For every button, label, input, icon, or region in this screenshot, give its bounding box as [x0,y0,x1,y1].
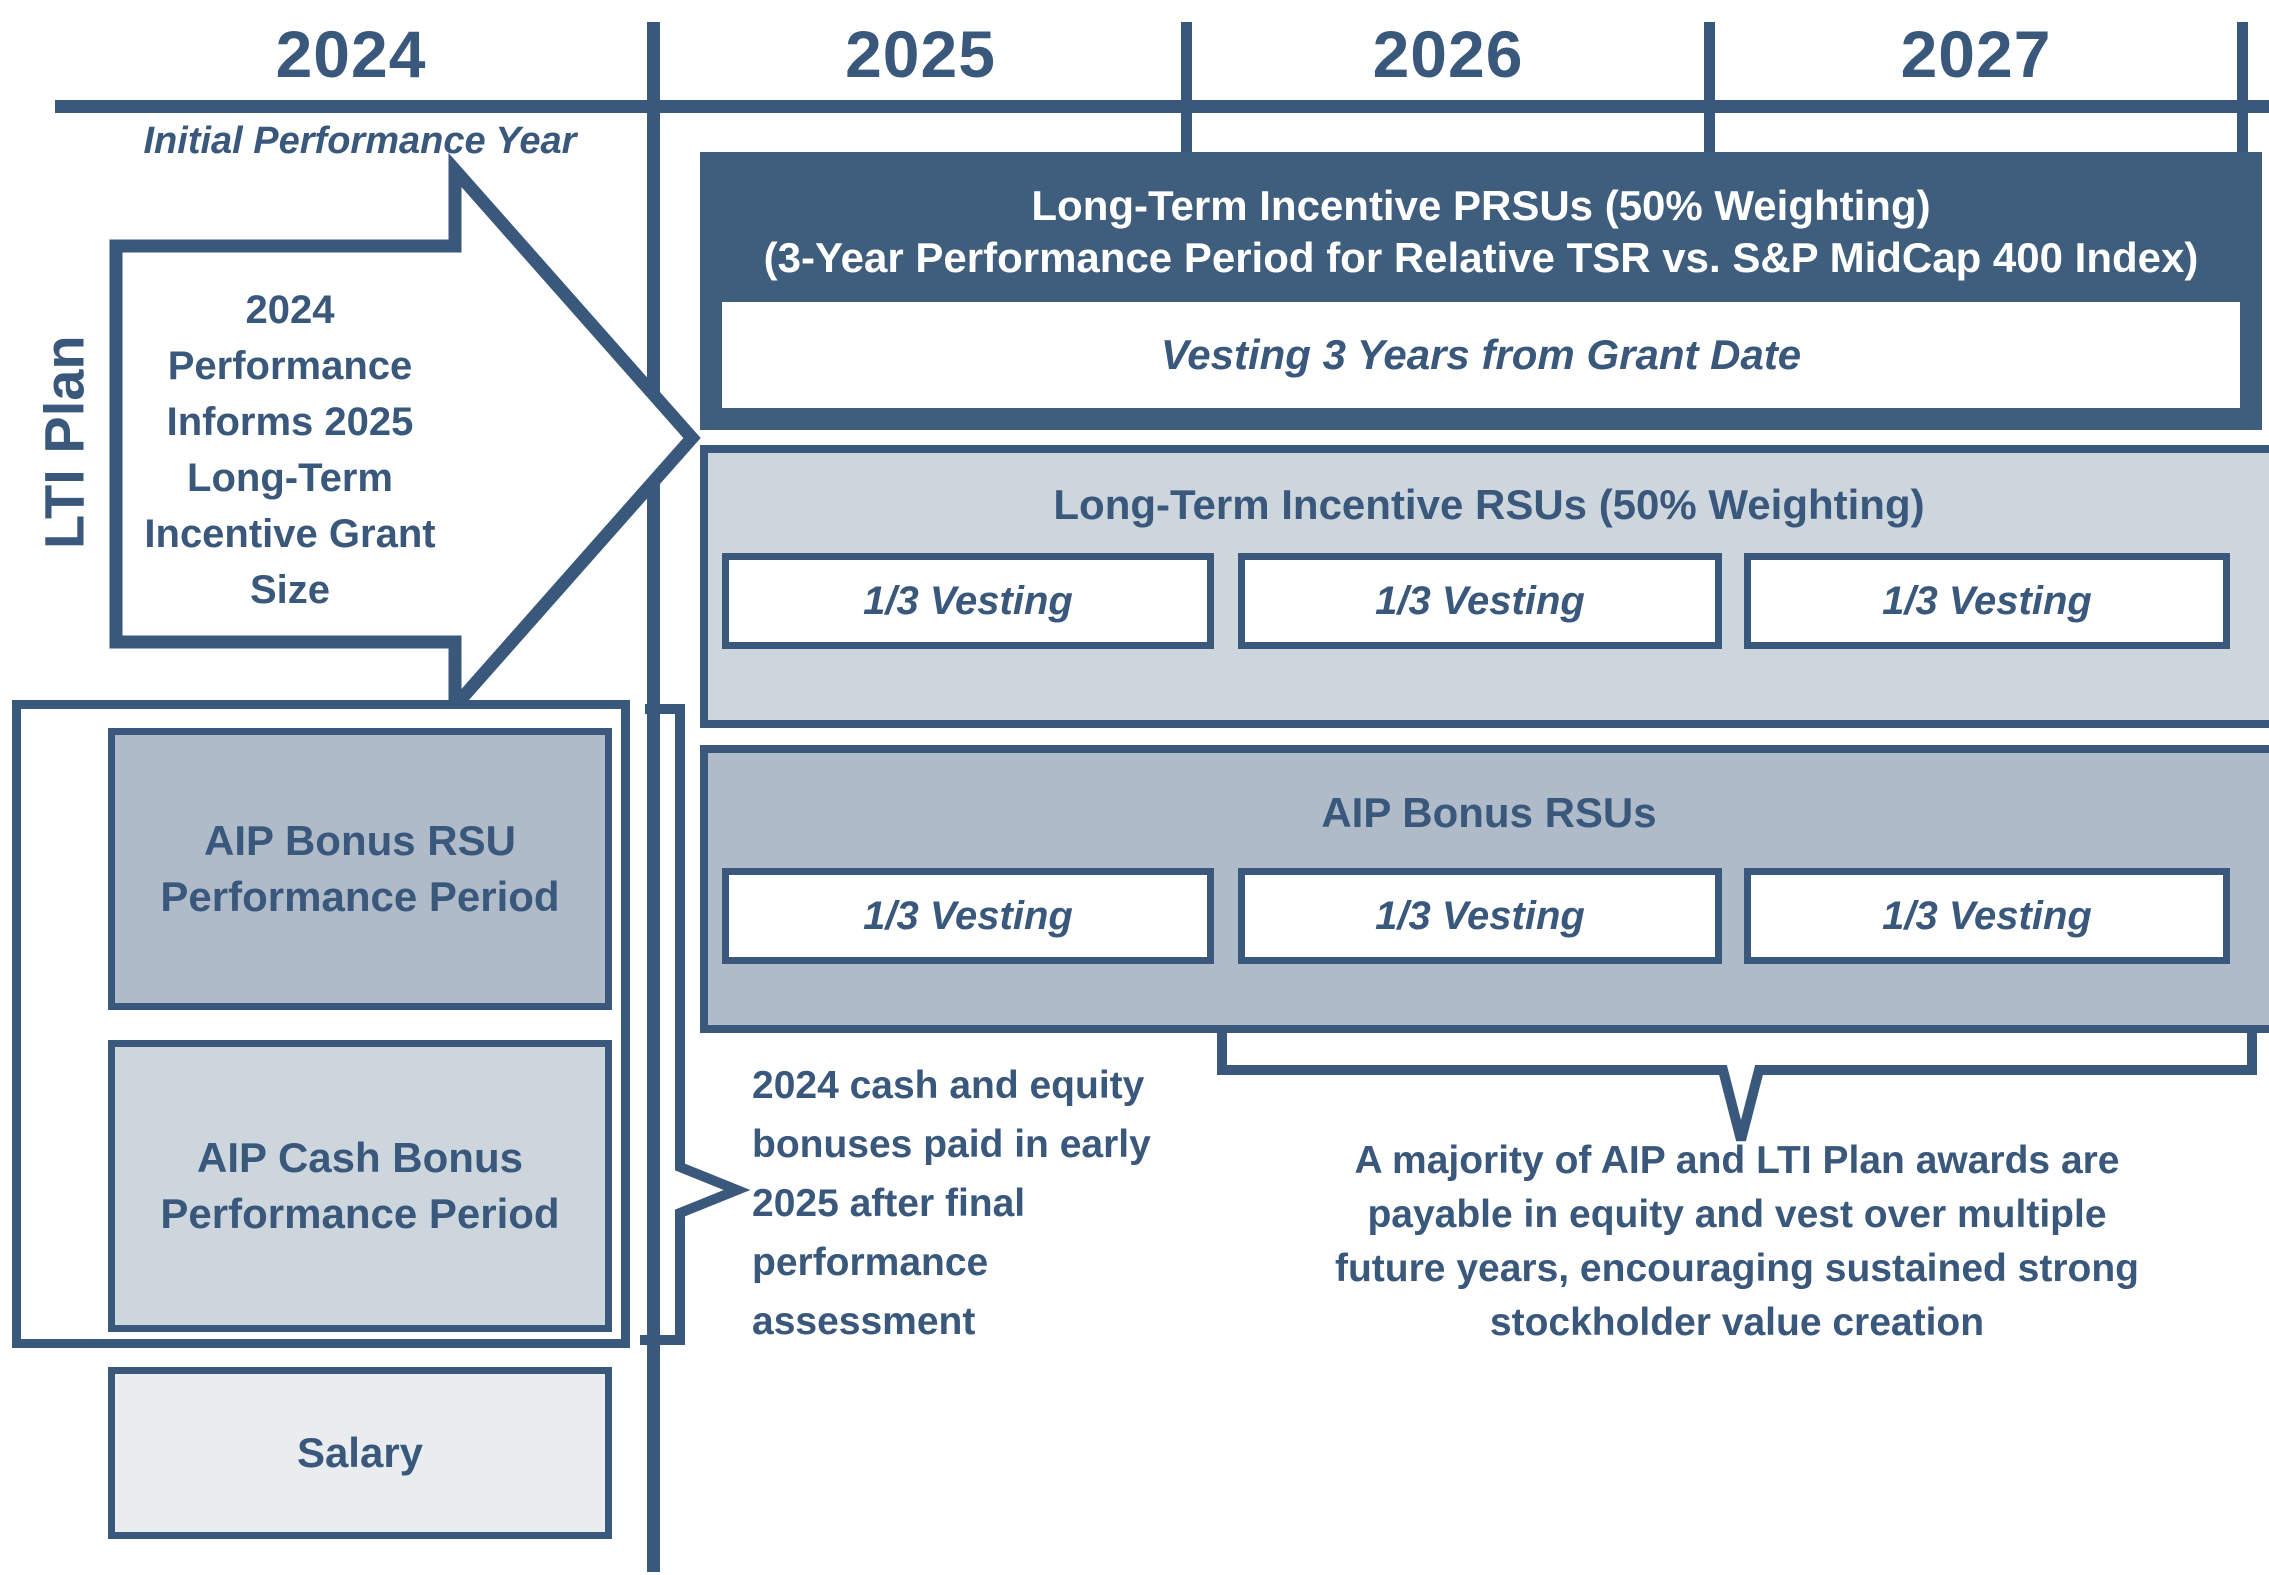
timeline-tick-2026-2027 [1704,22,1715,160]
aip-payout-brace [640,704,751,1345]
lti-rsu-box: Long-Term Incentive RSUs (50% Weighting)… [700,445,2269,728]
arrow-text-line: 2024 [245,288,335,332]
arrow-text-line: Incentive Grant [144,512,436,556]
performance-informs-grant-arrow [109,152,701,724]
arrow-text-block: 2024 Performance Informs 2025 Long-Term … [130,282,450,618]
note-majority-awards-equity: A majority of AIP and LTI Plan awards ar… [1335,1139,2139,1344]
lti-prsu-box: Long-Term Incentive PRSUs (50% Weighting… [700,152,2262,430]
lti-rsu-title: Long-Term Incentive RSUs (50% Weighting) [1053,481,1925,528]
multi-year-vesting-underbrace [1217,1032,2257,1142]
aip-cash-bonus-period-line2: Performance Period [160,1190,560,1237]
aip-vesting-box-2027: 1/3 Vesting [1744,868,2230,964]
timeline-tick-right [2237,22,2248,160]
lti-rsu-vesting-box-2027: 1/3 Vesting [1744,553,2230,649]
aip-bonus-rsu-period-line2: Performance Period [160,873,560,920]
aip-bonus-rsu-period-line1: AIP Bonus RSU [204,817,516,864]
timeline-tick-2025-2026 [1181,22,1192,160]
lti-rsu-vesting-box-2026: 1/3 Vesting [1238,553,1722,649]
year-label-2026: 2026 [1372,17,1524,91]
aip-vesting-box-2025: 1/3 Vesting [722,868,1214,964]
lti-prsu-title-line2: (3-Year Performance Period for Relative … [763,234,2199,281]
arrow-text-line: Size [249,568,331,612]
aip-bonus-rsu-performance-period-box: AIP Bonus RSU Performance Period [108,728,612,1010]
arrow-text-line: Performance [167,344,413,388]
year-label-2025: 2025 [845,17,996,91]
lti-rsu-vesting-box-2025: 1/3 Vesting [722,553,1214,649]
arrow-text-line: Informs 2025 [166,400,414,444]
lti-prsu-vesting-box: Vesting 3 Years from Grant Date [722,302,2240,408]
initial-performance-year-label: Initial Performance Year [143,120,577,162]
salary-box: Salary [108,1367,612,1539]
year-label-2027: 2027 [1900,17,2052,91]
note-cash-equity-bonuses: 2024 cash and equity bonuses paid in ear… [752,1064,1151,1343]
salary-label: Salary [296,1429,424,1476]
aip-bonus-rsus-title: AIP Bonus RSUs [1321,789,1657,836]
aip-cash-bonus-performance-period-box: AIP Cash Bonus Performance Period [108,1040,612,1332]
year-label-2024: 2024 [275,17,427,91]
lti-prsu-title-line1: Long-Term Incentive PRSUs (50% Weighting… [1031,182,1931,229]
aip-cash-bonus-period-line1: AIP Cash Bonus [197,1134,523,1181]
aip-bonus-rsus-box: AIP Bonus RSUs 1/3 Vesting 1/3 Vesting 1… [700,745,2269,1033]
arrow-text-line: Long-Term [187,456,393,500]
timeline-axis-line [55,100,2269,113]
lti-plan-side-label: LTI Plan [32,335,96,549]
aip-vesting-box-2026: 1/3 Vesting [1238,868,1722,964]
lti-prsu-title: Long-Term Incentive PRSUs (50% Weighting… [700,180,2262,284]
